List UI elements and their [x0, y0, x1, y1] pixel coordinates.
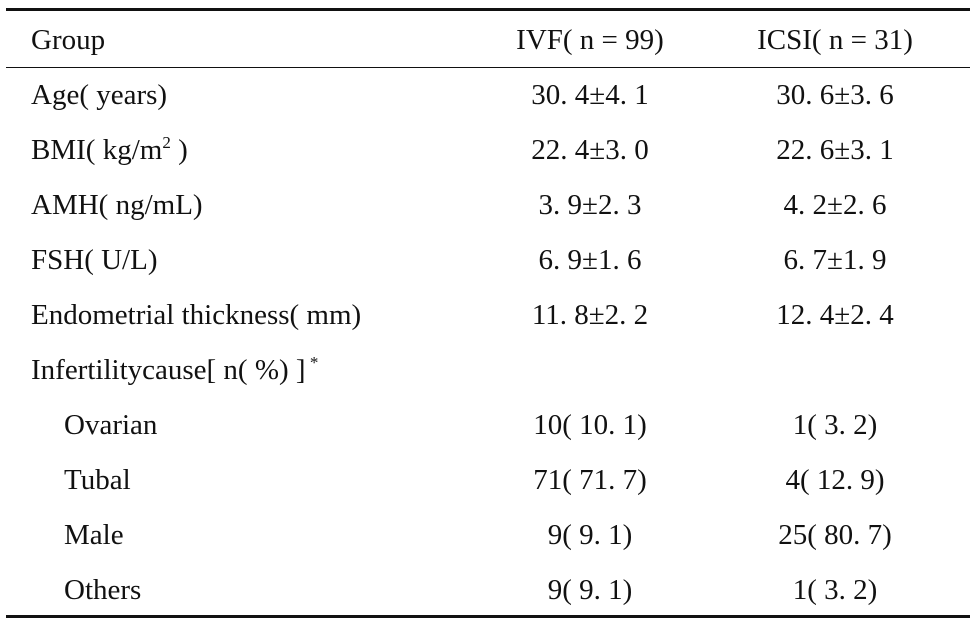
header-ivf: IVF( n = 99): [516, 24, 664, 56]
table-row-bmi: BMI( kg/m2 ) 22. 4±3. 0 22. 6±3. 1: [0, 123, 976, 178]
row-label-suffix: ): [170, 134, 188, 166]
table-bottom-rule: [6, 615, 970, 618]
row-label: BMI( kg/m2 ): [31, 123, 188, 178]
ivf-value: 71( 71. 7): [533, 464, 647, 496]
table-row-age: Age( years) 30. 4±4. 1 30. 6±3. 6: [0, 68, 976, 123]
table-row-infertility-cause: Infertilitycause[ n( %) ] *: [0, 343, 976, 398]
table-header-row: Group IVF( n = 99) ICSI( n = 31): [0, 11, 976, 66]
icsi-value: 25( 80. 7): [778, 519, 892, 551]
table-row-fsh: FSH( U/L) 6. 9±1. 6 6. 7±1. 9: [0, 233, 976, 288]
ivf-value: 9( 9. 1): [547, 574, 633, 606]
icsi-value: 1( 3. 2): [792, 574, 878, 606]
row-label: Ovarian: [64, 409, 158, 441]
table-header-rule: [6, 67, 970, 68]
icsi-value: 30. 6±3. 6: [776, 79, 894, 111]
header-icsi: ICSI( n = 31): [757, 24, 913, 56]
row-label: Others: [64, 574, 142, 606]
icsi-value: 4( 12. 9): [785, 464, 885, 496]
icsi-value: 1( 3. 2): [792, 409, 878, 441]
table-row-male: Male 9( 9. 1) 25( 80. 7): [0, 508, 976, 563]
ivf-value: 22. 4±3. 0: [531, 134, 649, 166]
row-label: Age( years): [31, 79, 168, 111]
header-group: Group: [31, 24, 106, 56]
icsi-value: 6. 7±1. 9: [783, 244, 887, 276]
table-row-tubal: Tubal 71( 71. 7) 4( 12. 9): [0, 453, 976, 508]
table-row-ovarian: Ovarian 10( 10. 1) 1( 3. 2): [0, 398, 976, 453]
table-top-rule: [6, 8, 970, 11]
icsi-value: 12. 4±2. 4: [776, 299, 894, 331]
footnote-asterisk: *: [305, 353, 319, 372]
row-label: FSH( U/L): [31, 244, 158, 276]
ivf-value: 3. 9±2. 3: [538, 189, 642, 221]
row-label: Male: [64, 519, 124, 551]
ivf-value: 6. 9±1. 6: [538, 244, 642, 276]
ivf-value: 30. 4±4. 1: [531, 79, 649, 111]
row-label: Infertilitycause[ n( %) ] *: [31, 343, 318, 398]
icsi-value: 22. 6±3. 1: [776, 134, 894, 166]
ivf-value: 11. 8±2. 2: [531, 299, 649, 331]
row-label: Endometrial thickness( mm): [31, 299, 362, 331]
row-label: Tubal: [64, 464, 131, 496]
table-row-endometrial-thickness: Endometrial thickness( mm) 11. 8±2. 2 12…: [0, 288, 976, 343]
ivf-value: 9( 9. 1): [547, 519, 633, 551]
row-label-text: BMI( kg/m: [31, 134, 163, 166]
ivf-value: 10( 10. 1): [533, 409, 647, 441]
row-label-text: Infertilitycause[ n( %) ]: [31, 354, 306, 386]
row-label: AMH( ng/mL): [31, 189, 203, 221]
superscript-2: 2: [162, 133, 171, 152]
table-row-amh: AMH( ng/mL) 3. 9±2. 3 4. 2±2. 6: [0, 178, 976, 233]
table-row-others: Others 9( 9. 1) 1( 3. 2): [0, 563, 976, 618]
icsi-value: 4. 2±2. 6: [783, 189, 887, 221]
